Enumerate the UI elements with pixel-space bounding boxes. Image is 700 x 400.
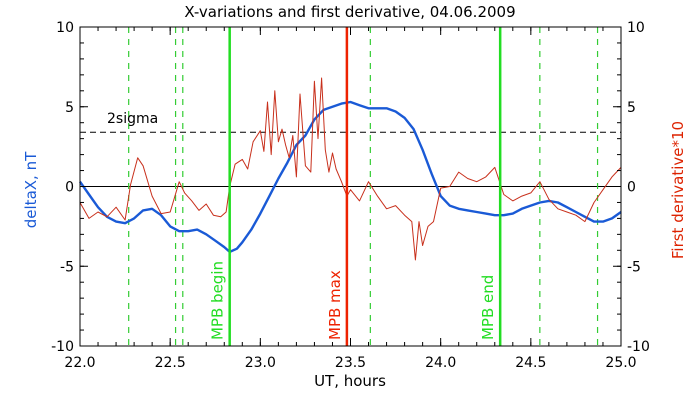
x-tick-label: 22.5 bbox=[155, 355, 186, 371]
y-tick-label-left: 5 bbox=[65, 100, 74, 116]
x-tick-label: 25.0 bbox=[605, 355, 636, 371]
y-tick-label-left: -10 bbox=[51, 339, 74, 355]
y-axis-label-right: First derivative*10 bbox=[669, 121, 687, 259]
y-axis-label-left: deltaX, nT bbox=[22, 151, 40, 228]
y-tick-label-left: 0 bbox=[65, 180, 74, 196]
y-tick-label-left: 10 bbox=[56, 20, 74, 36]
y-tick-label-right: 10 bbox=[627, 20, 645, 36]
y-tick-label-right: 0 bbox=[627, 180, 636, 196]
y-tick-label-left: -5 bbox=[60, 259, 74, 275]
marker-label: MPB max bbox=[326, 270, 344, 340]
marker-label: MPB begin bbox=[209, 261, 227, 340]
chart-title: X-variations and first derivative, 04.06… bbox=[184, 3, 515, 21]
y-tick-label-right: 5 bbox=[627, 100, 636, 116]
x-tick-label: 22.0 bbox=[64, 355, 95, 371]
y-tick-label-right: -5 bbox=[627, 259, 641, 275]
x-tick-label: 23.0 bbox=[245, 355, 276, 371]
x-tick-label: 24.0 bbox=[425, 355, 456, 371]
x-tick-label: 23.5 bbox=[335, 355, 366, 371]
marker-label: MPB end bbox=[479, 275, 497, 340]
x-axis-label: UT, hours bbox=[314, 372, 386, 390]
plot-layer bbox=[79, 27, 622, 346]
x-tick-label: 24.5 bbox=[515, 355, 546, 371]
y-tick-label-right: -10 bbox=[627, 339, 650, 355]
threshold-label: 2sigma bbox=[107, 111, 158, 127]
